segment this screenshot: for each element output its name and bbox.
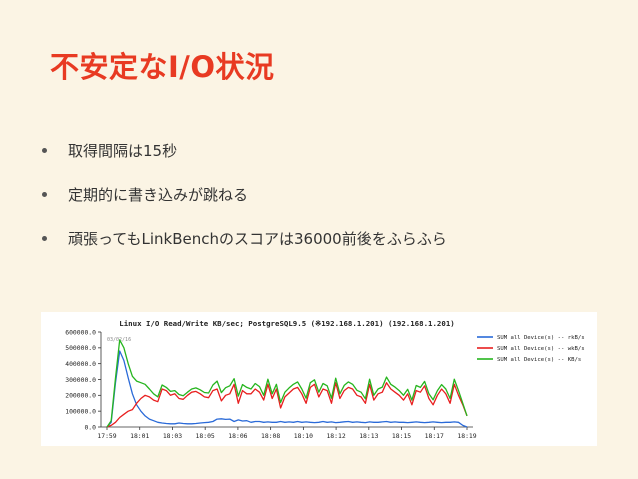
bullet-dot [42,192,47,197]
slide-title: 不安定なI/O状況 [50,50,275,84]
series-line-3 [106,339,468,428]
bullet-dot [42,148,47,153]
bullet-text: 定期的に書き込みが跳ねる [68,186,249,204]
legend-label: SUM all Device(s) -- KB/s [497,357,581,363]
x-tick-label: 18:01 [130,432,149,440]
x-tick-label: 18:08 [261,432,280,440]
legend-label: SUM all Device(s) -- rkB/s [497,335,585,341]
x-tick-label: 18:05 [196,432,215,440]
legend-label: SUM all Device(s) -- wkB/s [497,346,585,352]
y-tick-label: 400000.0 [65,360,96,368]
bullet-item: 頑張ってもLinkBenchのスコアは36000前後をふらふら [42,228,447,272]
bullet-dot [42,236,47,241]
bullet-text: 取得間隔は15秒 [68,142,178,160]
bullet-item: 定期的に書き込みが跳ねる [42,184,447,228]
y-tick-label: 0.0 [84,423,96,431]
x-tick-label: 18:12 [326,432,345,440]
x-tick-label: 18:15 [392,432,411,440]
series-line-2 [106,382,468,428]
x-tick-label: 18:19 [457,432,476,440]
y-tick-label: 500000.0 [65,344,96,352]
y-tick-label: 600000.0 [65,328,96,336]
bullet-item: 取得間隔は15秒 [42,140,447,184]
chart-panel: Linux I/O Read/Write KB/sec; PostgreSQL9… [41,312,597,446]
y-tick-label: 300000.0 [65,376,96,384]
x-tick-label: 18:17 [425,432,444,440]
bullet-text: 頑張ってもLinkBenchのスコアは36000前後をふらふら [68,230,447,248]
io-chart: Linux I/O Read/Write KB/sec; PostgreSQL9… [65,319,585,440]
x-tick-label: 17:59 [97,432,116,440]
x-tick-label: 18:06 [228,432,247,440]
x-tick-label: 18:10 [294,432,313,440]
bullet-list: 取得間隔は15秒 定期的に書き込みが跳ねる 頑張ってもLinkBenchのスコア… [42,140,447,272]
y-tick-label: 200000.0 [65,392,96,400]
chart-title: Linux I/O Read/Write KB/sec; PostgreSQL9… [119,319,454,328]
x-tick-label: 18:03 [163,432,182,440]
y-tick-label: 100000.0 [65,407,96,415]
series-line-1 [106,350,468,428]
x-tick-label: 18:13 [359,432,378,440]
